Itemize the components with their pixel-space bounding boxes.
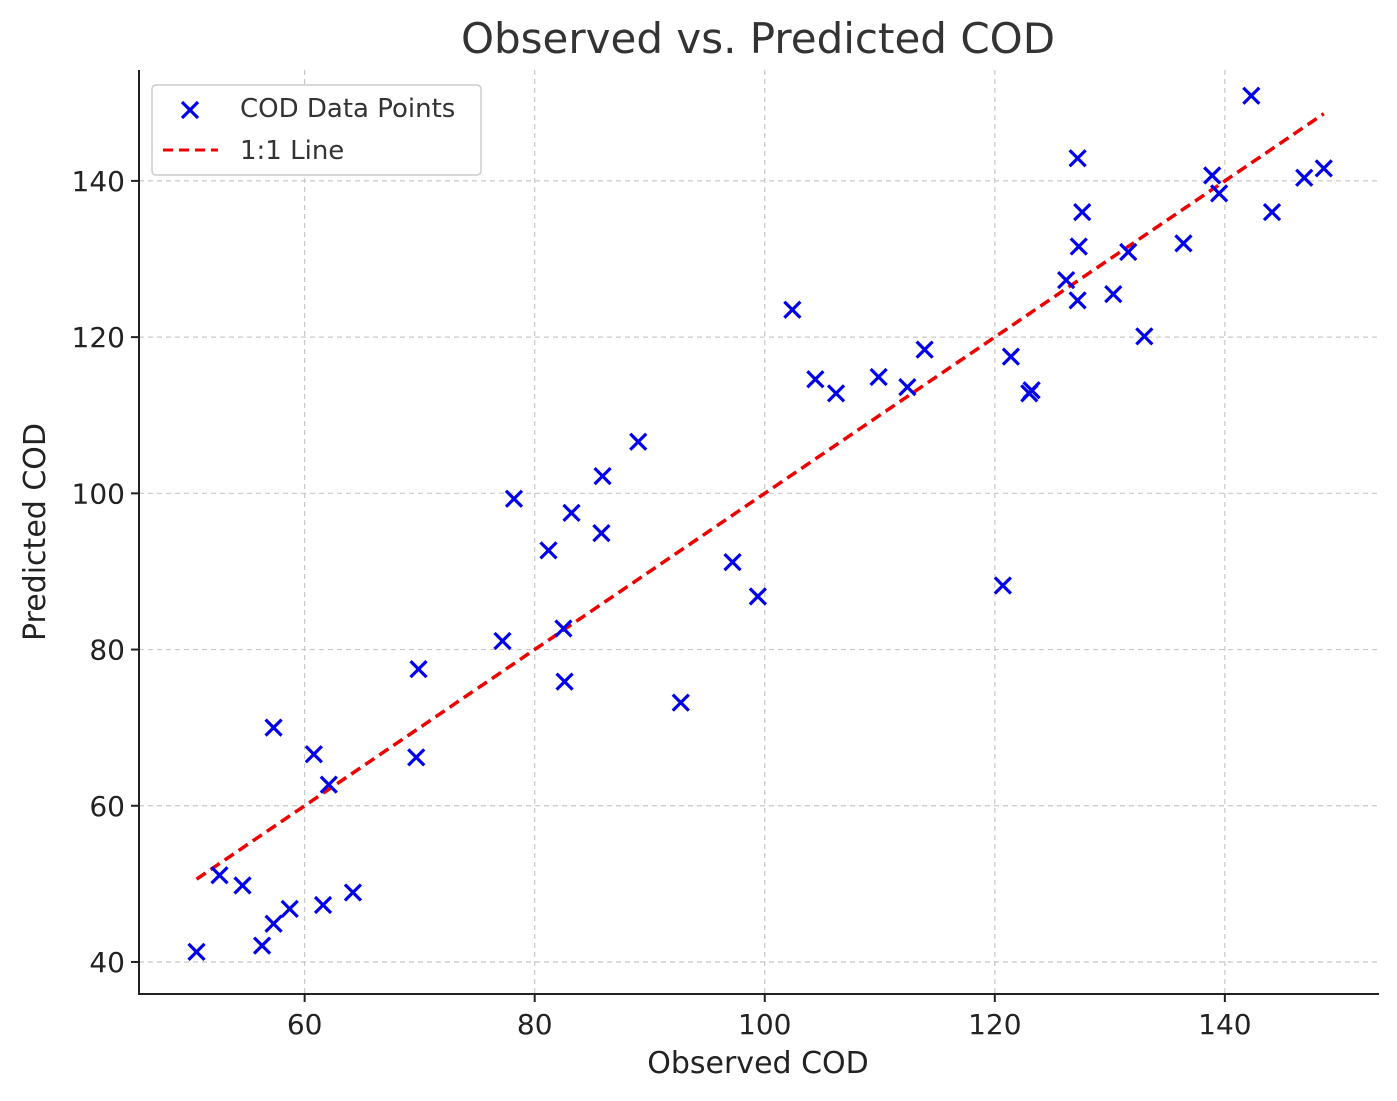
data-point	[993, 576, 1012, 595]
legend: COD Data Points 1:1 Line	[151, 84, 482, 176]
one-to-one-line-group	[195, 112, 1325, 881]
y-tick-label: 40	[89, 946, 125, 979]
data-point	[1135, 327, 1154, 346]
data-point	[304, 745, 323, 764]
data-point	[748, 587, 767, 606]
data-points	[187, 86, 1333, 961]
data-point	[898, 377, 917, 397]
data-point	[869, 367, 888, 387]
data-point	[1056, 270, 1076, 290]
data-point	[554, 619, 573, 638]
data-point	[187, 942, 206, 961]
data-point	[1073, 203, 1092, 222]
x-tick-label: 60	[287, 1008, 323, 1041]
data-point	[280, 899, 299, 918]
data-point	[806, 370, 825, 389]
data-point	[1068, 291, 1087, 310]
data-point	[1022, 381, 1041, 400]
data-point	[1174, 234, 1193, 253]
data-point	[826, 384, 846, 403]
grid-lines	[139, 70, 1379, 994]
data-point	[264, 914, 283, 933]
data-point	[210, 866, 229, 885]
y-tick-label: 120	[72, 321, 125, 354]
legend-marker-x	[180, 100, 200, 120]
data-point	[1104, 285, 1123, 304]
data-point	[1068, 149, 1087, 168]
data-point	[555, 672, 574, 691]
y-tick-label: 140	[72, 165, 125, 198]
data-point	[1295, 168, 1314, 187]
chart-title: Observed vs. Predicted COD	[461, 14, 1055, 63]
y-axis-ticks: 40 60 80 100 120 140	[72, 165, 139, 979]
y-tick-label: 100	[72, 477, 125, 510]
y-tick-label: 80	[89, 634, 125, 667]
data-point	[409, 659, 428, 679]
x-tick-label: 80	[517, 1008, 553, 1041]
x-axis-ticks: 60 80 100 120 140	[287, 994, 1252, 1041]
x-tick-label: 120	[968, 1008, 1021, 1041]
x-tick-label: 100	[738, 1008, 791, 1041]
data-point	[233, 876, 252, 895]
data-point	[313, 895, 333, 915]
data-point	[343, 883, 363, 902]
data-point	[593, 467, 612, 486]
data-point	[1203, 166, 1222, 185]
data-point	[252, 936, 272, 955]
data-point	[1242, 86, 1261, 105]
one-to-one-line	[195, 112, 1325, 881]
data-point	[504, 489, 524, 508]
data-point	[1001, 347, 1021, 366]
data-point	[539, 541, 558, 560]
y-axis-label: Predicted COD	[18, 423, 53, 641]
data-point	[1209, 184, 1229, 203]
legend-box	[151, 84, 482, 176]
data-point	[1069, 237, 1088, 256]
legend-x-marker	[180, 100, 200, 120]
data-point	[915, 340, 934, 359]
data-point	[407, 748, 426, 767]
data-point	[319, 775, 338, 794]
data-point	[1262, 203, 1282, 222]
data-point	[671, 693, 690, 712]
y-tick-label: 60	[89, 790, 125, 823]
data-point	[629, 432, 648, 451]
legend-label-data-points: COD Data Points	[240, 94, 455, 124]
legend-label-one-to-one-line: 1:1 Line	[240, 136, 344, 166]
data-point	[1119, 242, 1138, 262]
data-point	[264, 718, 283, 737]
data-point	[723, 552, 742, 572]
data-point	[562, 503, 581, 522]
x-axis-label: Observed COD	[647, 1046, 869, 1081]
data-point	[783, 300, 802, 319]
data-point	[592, 524, 611, 543]
data-point	[1314, 159, 1333, 178]
x-tick-label: 140	[1198, 1008, 1251, 1041]
data-point	[493, 631, 512, 651]
